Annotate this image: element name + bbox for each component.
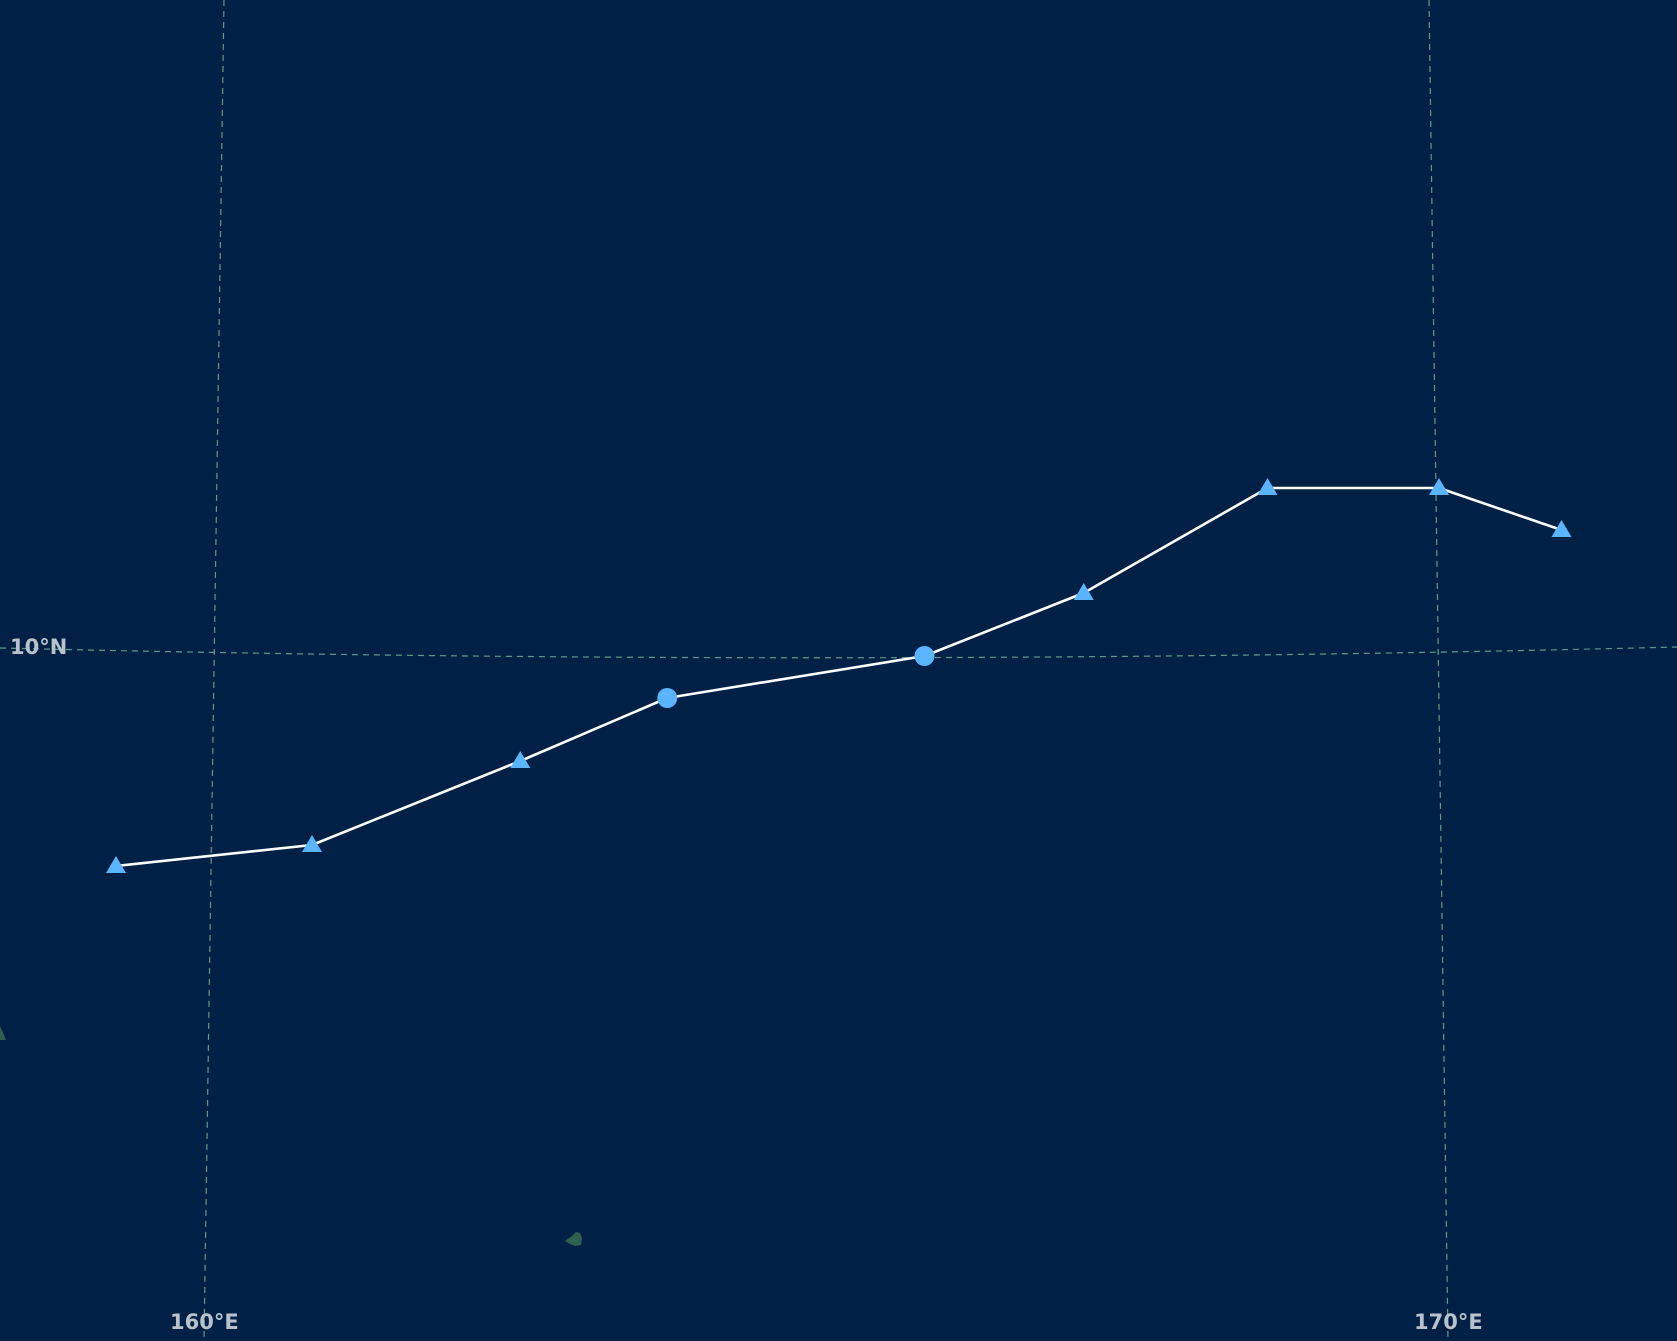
track-point-circle-marker[interactable] bbox=[657, 688, 678, 708]
track-point-triangle-marker[interactable] bbox=[106, 856, 126, 873]
track-point-triangle-marker[interactable] bbox=[302, 835, 322, 852]
parallel-10n bbox=[0, 646, 1677, 659]
storm-track bbox=[106, 478, 1572, 873]
land bbox=[0, 1026, 582, 1246]
island bbox=[565, 1232, 582, 1246]
track-point-circle-marker[interactable] bbox=[914, 646, 935, 666]
track-point-triangle-marker[interactable] bbox=[1551, 520, 1572, 537]
track-point-triangle-marker[interactable] bbox=[1257, 478, 1278, 495]
longitude-label-170e: 170°E bbox=[1414, 1310, 1483, 1334]
coastline-fragment bbox=[0, 1026, 6, 1040]
longitude-label-160e: 160°E bbox=[170, 1310, 239, 1334]
meridian-170e bbox=[1428, 0, 1449, 1341]
track-point-triangle-marker[interactable] bbox=[1073, 583, 1094, 600]
track-point-triangle-marker[interactable] bbox=[1429, 478, 1449, 495]
graticule-labels: 10°N 160°E 170°E bbox=[10, 635, 1483, 1334]
latitude-label-10n: 10°N bbox=[10, 635, 67, 659]
meridian-160e bbox=[203, 0, 225, 1341]
storm-track-markers bbox=[106, 478, 1572, 873]
track-point-triangle-marker[interactable] bbox=[510, 751, 531, 768]
